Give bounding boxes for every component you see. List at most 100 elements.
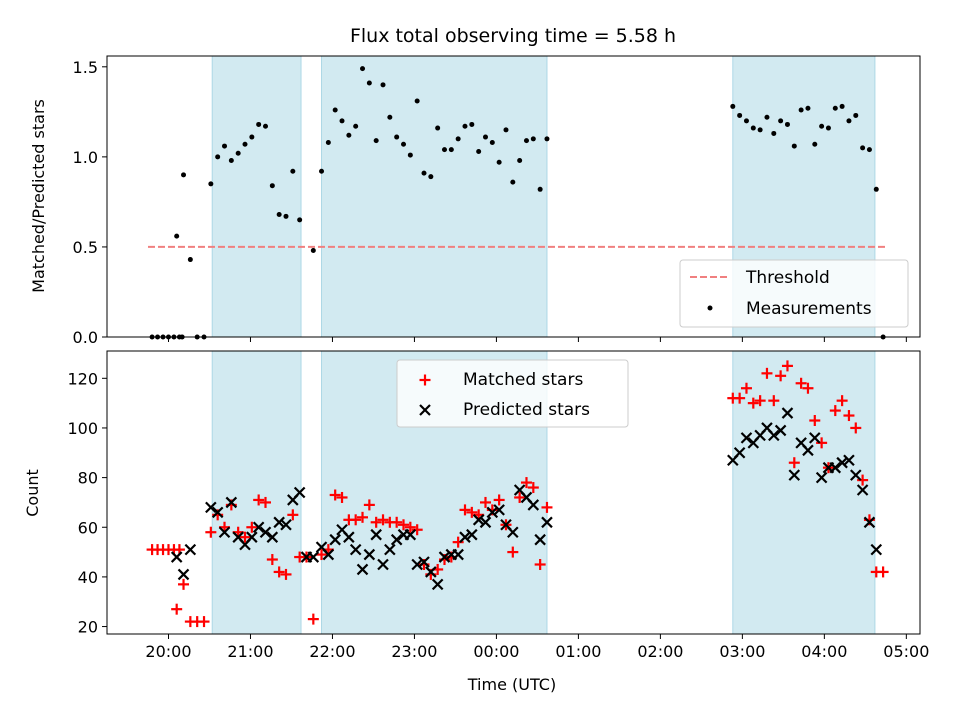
x-tick-label: 04:00 xyxy=(801,642,847,661)
predicted-star-point xyxy=(431,578,444,591)
x-tick-label: 23:00 xyxy=(391,642,437,661)
predicted-star-point xyxy=(411,558,423,571)
predicted-star-point xyxy=(843,454,855,467)
measurement-point xyxy=(387,114,393,120)
matched-star-point xyxy=(239,531,251,543)
measurement-point xyxy=(448,147,454,153)
matched-star-point xyxy=(411,524,423,536)
measurement-point xyxy=(290,168,296,174)
predicted-star-point xyxy=(507,526,519,538)
measurement-point xyxy=(310,248,316,254)
predicted-star-point xyxy=(850,469,862,481)
matched-star-point xyxy=(287,509,299,521)
matched-star-point xyxy=(336,491,348,503)
predicted-star-point xyxy=(363,548,376,561)
predicted-star-point xyxy=(356,563,369,576)
predicted-star-point xyxy=(452,548,464,561)
measurement-point xyxy=(263,123,269,129)
measurement-point xyxy=(496,159,502,165)
measurement-point xyxy=(276,212,282,218)
predicted-star-point xyxy=(534,533,546,546)
measurement-point xyxy=(428,174,434,180)
matched-star-point xyxy=(541,501,553,513)
measurements-legend-swatch xyxy=(707,305,713,311)
matched-star-point xyxy=(363,499,375,511)
measurement-point xyxy=(798,107,804,113)
x-axis-label: Time (UTC) xyxy=(467,675,556,694)
measurement-point xyxy=(222,143,228,149)
y-tick-label: 1.5 xyxy=(73,58,98,77)
bottom-panel-legend: Matched stars Predicted stars xyxy=(396,359,629,428)
matched-star-point xyxy=(350,514,362,526)
predicted-star-point xyxy=(170,551,183,563)
matched-star-point xyxy=(246,521,258,533)
predicted-legend-swatch xyxy=(419,404,431,416)
measurement-point xyxy=(256,121,262,127)
matched-star-point xyxy=(795,377,807,389)
predicted-star-point xyxy=(322,548,335,561)
predicted-star-point xyxy=(343,531,355,543)
predicted-star-point xyxy=(829,461,842,474)
matched-star-point xyxy=(534,558,546,570)
y-tick-label: 0.5 xyxy=(73,238,98,257)
predicted-star-point xyxy=(768,429,780,442)
predicted-star-point xyxy=(541,516,553,529)
measurement-point xyxy=(812,141,818,147)
y-tick-label: 60 xyxy=(78,518,98,537)
measurement-point xyxy=(873,186,879,192)
measurement-point xyxy=(791,143,797,149)
matched-star-point xyxy=(775,370,787,382)
measurement-point xyxy=(757,127,763,133)
bottom-legend-box xyxy=(396,359,629,428)
matched-star-point xyxy=(198,616,210,628)
y-tick-label: 0.0 xyxy=(73,328,98,347)
matched-star-point xyxy=(391,516,403,528)
predicted-star-point xyxy=(459,531,471,543)
predicted-star-point xyxy=(527,499,540,511)
measurement-point xyxy=(235,150,241,156)
matched-star-point xyxy=(205,526,217,538)
bottom-panel: 20 40 60 80 100 120 20:00 21:00 22:00 23:00 00:00 0… xyxy=(23,350,929,694)
predicted-star-point xyxy=(280,518,292,531)
predicted-star-point xyxy=(349,543,362,556)
matched-star-point xyxy=(398,519,410,531)
predicted-star-point xyxy=(425,566,437,578)
matched-star-point xyxy=(761,367,773,379)
measurement-point xyxy=(839,103,845,109)
observing-interval-shade xyxy=(321,55,548,338)
matched-star-point xyxy=(857,474,869,486)
predicted-star-point xyxy=(384,543,396,556)
measurement-point xyxy=(407,152,413,158)
measurements-legend-label: Measurements xyxy=(746,299,872,319)
matched-star-point xyxy=(747,397,759,409)
matched-star-point xyxy=(452,536,464,548)
predicted-star-point xyxy=(307,551,320,563)
measurement-point xyxy=(215,154,221,160)
matched-star-point xyxy=(316,549,328,561)
matched-star-point xyxy=(329,489,341,501)
measurement-point xyxy=(764,114,770,120)
predicted-star-point xyxy=(218,526,231,538)
matched-legend-marker xyxy=(419,374,431,386)
matched-star-point xyxy=(459,504,471,516)
predicted-star-point xyxy=(390,533,403,546)
matched-star-point xyxy=(507,546,519,558)
predicted-star-point xyxy=(184,543,197,556)
measurement-point xyxy=(866,147,872,153)
top-panel-y-axis-label: Matched/Predicted stars xyxy=(29,99,48,293)
measurement-point xyxy=(187,257,193,263)
predicted-star-point xyxy=(486,506,499,519)
measurement-point xyxy=(421,170,427,176)
measurement-point xyxy=(819,123,825,129)
top-panel-frame xyxy=(106,55,921,338)
measurement-point xyxy=(401,141,407,147)
measurement-point xyxy=(208,181,214,187)
measurement-point xyxy=(489,139,495,145)
measurement-point xyxy=(462,123,468,129)
matched-star-point xyxy=(377,514,389,526)
matched-star-point xyxy=(307,613,319,625)
predicted-star-point xyxy=(293,486,306,499)
measurement-point xyxy=(860,145,866,151)
matched-star-point xyxy=(734,392,746,404)
